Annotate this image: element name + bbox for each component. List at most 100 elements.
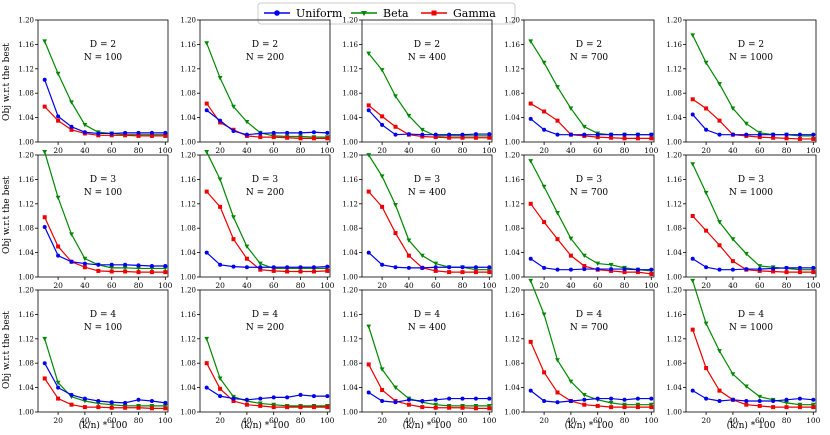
point-uniform (123, 130, 128, 135)
x-tick-label: 60 (755, 146, 765, 155)
panel-5: 1.00 1.04 1.08 1.12 1.16 1.20 20 40 60 80 100 D = 2… (666, 17, 820, 156)
point-uniform (311, 130, 316, 135)
point-beta (42, 150, 48, 155)
point-uniform (595, 132, 600, 137)
point-gamma (123, 133, 128, 138)
panel-frame (685, 154, 817, 278)
point-gamma (380, 204, 385, 209)
point-uniform (447, 396, 452, 401)
point-gamma (69, 402, 74, 407)
x-tick-label: 100 (806, 146, 821, 155)
point-gamma (244, 402, 249, 407)
point-gamma (797, 405, 802, 410)
y-tick-label: 1.00 (342, 139, 358, 147)
y-tick-label: 1.08 (18, 225, 34, 233)
panel-9: 1.00 1.04 1.08 1.12 1.16 1.20 20 40 60 80 100 D = 3… (504, 152, 658, 291)
y-tick-label: 1.08 (18, 90, 34, 98)
y-tick-label: 1.04 (18, 384, 34, 392)
series-line-beta (206, 338, 328, 407)
panel-frame (361, 289, 493, 413)
y-tick-label: 1.20 (666, 287, 682, 295)
y-tick-label: 1.04 (504, 249, 520, 257)
point-beta (109, 402, 115, 408)
point-beta (486, 267, 492, 273)
panel-subtitle: N = 100 (84, 323, 123, 333)
point-uniform (56, 253, 61, 258)
series-line-beta (692, 280, 814, 406)
point-gamma (649, 136, 654, 141)
panel-subtitle: N = 100 (84, 188, 123, 198)
x-tick-label: 80 (782, 281, 792, 290)
panel-subtitle: N = 1000 (729, 188, 773, 198)
point-uniform (123, 262, 128, 267)
point-uniform (649, 132, 654, 137)
panel-frame (685, 289, 817, 413)
point-gamma (311, 405, 316, 410)
series-line-gamma (368, 104, 490, 139)
point-beta (379, 367, 385, 372)
point-uniform (42, 361, 47, 366)
point-uniform (487, 396, 492, 401)
y-tick-label: 1.16 (342, 41, 358, 49)
point-beta (757, 264, 763, 269)
point-gamma (433, 405, 438, 410)
point-gamma (42, 215, 47, 220)
series-line-gamma (368, 364, 490, 409)
point-gamma (717, 388, 722, 393)
point-gamma (609, 135, 614, 140)
point-gamma (542, 370, 547, 375)
series-line-gamma (206, 191, 328, 273)
point-beta (541, 60, 547, 66)
point-beta (581, 124, 587, 130)
point-gamma (582, 402, 587, 407)
legend-marker-uniform (274, 10, 280, 16)
point-uniform (285, 130, 290, 135)
panel-15: 1.00 1.04 1.08 1.12 1.16 1.20 20 40 60 80 100 D = 4… (666, 278, 821, 425)
point-beta (366, 153, 372, 158)
point-gamma (325, 405, 330, 410)
point-beta (717, 82, 722, 87)
point-beta (82, 256, 88, 262)
point-beta (555, 211, 560, 216)
series-line-gamma (530, 341, 652, 408)
x-tick-label: 40 (728, 281, 738, 290)
point-uniform (582, 132, 587, 137)
point-beta (95, 401, 101, 406)
point-uniform (244, 132, 249, 137)
y-tick-label: 1.12 (666, 335, 682, 343)
x-tick-label: 40 (404, 416, 414, 425)
x-tick-label: 80 (134, 146, 144, 155)
y-tick-label: 1.00 (666, 139, 682, 147)
point-gamma (649, 271, 654, 276)
point-gamma (771, 405, 776, 410)
point-uniform (487, 132, 492, 137)
y-tick-label: 1.16 (18, 41, 34, 49)
panel-subtitle: N = 700 (570, 323, 609, 333)
point-uniform (582, 397, 587, 402)
point-gamma (447, 135, 452, 140)
point-beta (541, 312, 547, 317)
point-beta (555, 85, 560, 90)
point-uniform (811, 397, 816, 402)
point-uniform (271, 395, 276, 400)
point-beta (122, 265, 128, 271)
point-uniform (218, 262, 223, 267)
x-tick-label: 20 (701, 281, 711, 290)
x-tick-label: 80 (458, 281, 468, 290)
x-tick-label: 60 (593, 416, 603, 425)
point-gamma (690, 214, 695, 218)
point-gamma (473, 135, 478, 140)
x-tick-label: 60 (269, 416, 279, 425)
x-tick-label: 100 (644, 146, 659, 155)
point-gamma (420, 405, 425, 410)
point-uniform (149, 264, 154, 269)
point-beta (690, 278, 696, 284)
point-uniform (649, 267, 654, 272)
point-gamma (595, 135, 600, 140)
panel-subtitle: N = 200 (246, 53, 285, 63)
point-uniform (568, 132, 573, 137)
x-tick-label: 100 (320, 281, 335, 290)
y-tick-label: 1.08 (666, 225, 682, 233)
series-line-gamma (692, 215, 814, 273)
series-line-uniform (206, 387, 328, 401)
